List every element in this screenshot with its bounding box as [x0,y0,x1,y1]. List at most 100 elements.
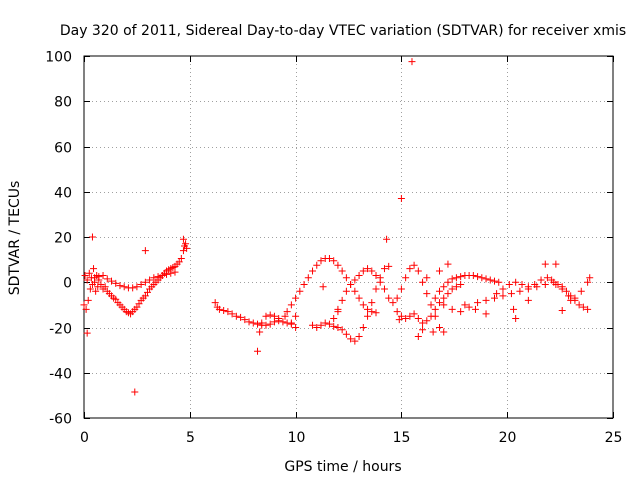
data-point [270,312,278,320]
y-tick-label: 20 [54,231,72,247]
data-point [281,312,289,320]
data-point [338,267,346,275]
data-point [541,260,549,268]
x-axis-label: GPS time / hours [284,459,401,475]
x-tick-label: 10 [288,430,306,446]
data-point [531,281,539,289]
data-point [571,294,579,302]
data-point [249,319,257,327]
data-point [395,316,403,324]
data-point [493,290,501,298]
data-point [406,312,414,320]
data-point [137,281,145,289]
data-point [224,308,232,316]
data-point [524,296,532,304]
data-point [402,314,410,322]
data-point [440,328,448,336]
data-point [287,301,295,309]
data-point [414,333,422,341]
grid-lines [84,56,613,418]
data-point [512,278,520,286]
data-point [452,274,460,282]
data-point [440,283,448,291]
data-point [584,278,592,286]
data-point [167,269,175,277]
data-point [543,274,551,282]
y-tick-label: 100 [45,50,72,66]
data-point [565,292,573,300]
data-point [317,257,325,265]
data-point [393,294,401,302]
data-point [495,278,503,286]
data-point [88,233,96,241]
data-point [448,275,456,283]
data-point [342,287,350,295]
data-point [254,347,262,355]
data-point [228,310,236,318]
data-point [258,319,266,327]
data-point [154,273,162,281]
y-tick-label: 40 [54,186,72,202]
x-tick-label: 15 [393,430,411,446]
axis-ticks: 0 5 10 15 20 25 -60 -40 -20 0 20 40 60 80 100 [45,50,622,447]
data-point [101,283,109,291]
data-point [163,270,171,278]
y-tick-label: 80 [54,95,72,111]
data-points [80,58,594,396]
data-point [158,271,166,279]
data-point [309,321,317,329]
data-point [321,319,329,327]
data-point [516,287,524,295]
data-point [575,301,583,309]
data-point [567,296,575,304]
data-point [444,290,452,298]
data-point [91,274,99,282]
data-point [90,265,98,273]
y-tick-label: -40 [49,367,72,383]
data-point [548,276,556,284]
data-point [347,335,355,343]
data-point [177,254,185,262]
data-point [448,305,456,313]
data-point [342,330,350,338]
data-point [300,281,308,289]
data-point [330,314,338,322]
y-tick-label: 0 [63,276,72,292]
data-point [262,321,270,329]
data-point [414,314,422,322]
data-point [131,388,139,396]
data-point [279,318,287,326]
data-point [83,329,91,337]
data-point [482,275,490,283]
y-axis-label: SDTVAR / TECUs [7,181,23,296]
data-point [141,278,149,286]
data-point [292,312,300,320]
data-point [359,301,367,309]
data-point [254,320,262,328]
data-point [150,274,158,282]
data-point [435,267,443,275]
data-point [469,271,477,279]
data-point [292,294,300,302]
data-point [330,322,338,330]
data-point [86,285,94,293]
data-point [372,309,380,317]
data-point [402,274,410,282]
data-point [435,324,443,331]
data-point [552,281,560,289]
data-point [385,294,393,302]
data-point [410,261,418,269]
data-point [368,267,376,275]
data-point [220,307,228,315]
data-point [241,316,249,324]
data-point [338,326,346,334]
data-point [423,274,431,282]
data-point [524,283,532,291]
x-tick-label: 25 [605,430,623,446]
data-point [364,265,372,273]
data-point [129,284,137,292]
data-point [330,257,338,265]
data-point [457,281,465,289]
y-tick-label: 60 [54,141,72,157]
